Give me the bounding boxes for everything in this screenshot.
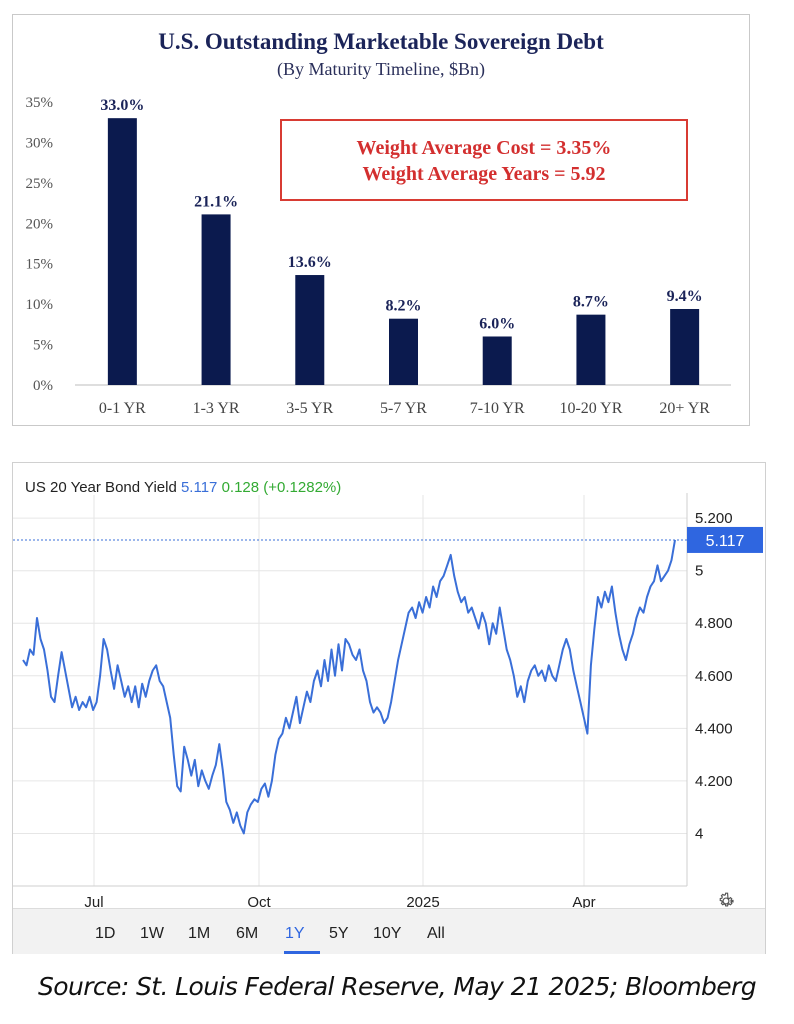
bar-data-label: 21.1%: [194, 193, 238, 210]
line-chart-header: US 20 Year Bond Yield 5.117 0.128 (+0.12…: [25, 479, 341, 496]
last-value: 5.117: [180, 479, 218, 496]
timeframe-all[interactable]: All: [427, 925, 445, 942]
bar-data-label: 13.6%: [288, 254, 332, 271]
bar-y-tick-label: 20%: [26, 216, 54, 232]
line-y-tick-label: 4.400: [695, 720, 733, 737]
bar-y-tick-label: 10%: [26, 297, 54, 313]
bar-x-tick-label: 1-3 YR: [193, 400, 240, 417]
bar: [201, 214, 231, 385]
change-value: 0.128: [221, 479, 260, 496]
timeframe-10y[interactable]: 10Y: [373, 925, 402, 942]
weighted-average-callout: Weight Average Cost = 3.35% Weight Avera…: [280, 119, 688, 201]
line-y-tick-label: 5: [695, 563, 703, 580]
last-value-tag: [687, 526, 763, 553]
bar-y-tick-label: 35%: [26, 95, 54, 111]
bar: [295, 275, 325, 385]
bar: [107, 118, 137, 386]
bar-x-tick-label: 0-1 YR: [99, 400, 146, 417]
active-timeframe-underline: [284, 951, 320, 954]
bar-y-tick-label: 15%: [26, 257, 54, 273]
bar-x-tick-label: 20+ YR: [659, 400, 710, 417]
line-y-tick-label: 4.800: [695, 615, 733, 632]
line-y-tick-label: 4: [695, 825, 703, 842]
line-x-tick-label: Oct: [247, 894, 271, 908]
bar-chart-subtitle: (By Maturity Timeline, $Bn): [276, 59, 485, 79]
timeframe-1w[interactable]: 1W: [140, 925, 164, 942]
line-chart-title: US 20 Year Bond Yield: [25, 479, 177, 496]
timeframe-1y[interactable]: 1Y: [285, 925, 305, 942]
line-x-tick-label: Jul: [84, 894, 103, 908]
bar: [389, 318, 418, 385]
timeframe-selector: 1D 1W 1M 6M 1Y 5Y 10Y All: [13, 908, 765, 954]
bar-data-label: 9.4%: [667, 288, 703, 305]
line-x-tick-label: Apr: [572, 894, 595, 908]
bar-chart-panel: U.S. Outstanding Marketable Sovereign De…: [12, 14, 750, 426]
bar-x-tick-label: 3-5 YR: [286, 400, 333, 417]
bar-x-tick-label: 7-10 YR: [470, 400, 525, 417]
callout-line-cost: Weight Average Cost = 3.35%: [356, 137, 612, 159]
line-y-tick-label: 4.200: [695, 773, 733, 790]
line-y-tick-label: 4.600: [695, 668, 733, 685]
bar-y-tick-label: 5%: [33, 338, 53, 354]
bar: [482, 336, 512, 385]
bar-data-label: 8.7%: [573, 294, 609, 311]
bar-y-tick-label: 25%: [26, 176, 54, 192]
bar: [576, 314, 606, 385]
line-x-tick-label: 2025: [406, 894, 439, 908]
timeframe-1m[interactable]: 1M: [188, 925, 211, 942]
gear-icon[interactable]: [716, 891, 736, 911]
yield-series-line: [22, 539, 676, 835]
bar-data-label: 6.0%: [479, 315, 515, 332]
bar-y-tick-label: 30%: [26, 135, 54, 151]
last-value-tag-label: 5.117: [706, 533, 745, 550]
callout-line-years: Weight Average Years = 5.92: [362, 163, 606, 185]
timeframe-6m[interactable]: 6M: [236, 925, 259, 942]
bar-data-label: 33.0%: [100, 97, 144, 114]
bar-y-tick-label: 0%: [33, 378, 53, 394]
change-percent: (+0.1282%): [263, 479, 342, 496]
timeframe-1d[interactable]: 1D: [95, 925, 116, 942]
bar-data-label: 8.2%: [386, 298, 422, 315]
bar: [670, 308, 700, 385]
bar-chart-title: U.S. Outstanding Marketable Sovereign De…: [158, 29, 604, 54]
line-chart-plot[interactable]: 5.200 5 4.800 4.600 4.400 4.200 4 Jul Oct 2025 Apr…: [13, 463, 765, 908]
bar-chart-plot: 0% 5% 10% 15% 20% 25% 30% 35% 33.0% 0-1 YR 21.1% 1-…: [26, 95, 731, 417]
line-y-tick-label: 5.200: [695, 510, 733, 527]
timeframe-5y[interactable]: 5Y: [329, 925, 349, 942]
bar-x-tick-label: 10-20 YR: [559, 400, 622, 417]
bar-x-tick-label: 5-7 YR: [380, 400, 427, 417]
line-chart-panel: US 20 Year Bond Yield 5.117 0.128 (+0.12…: [12, 462, 766, 954]
source-caption: Source: St. Louis Federal Reserve, May 2…: [38, 972, 757, 1001]
